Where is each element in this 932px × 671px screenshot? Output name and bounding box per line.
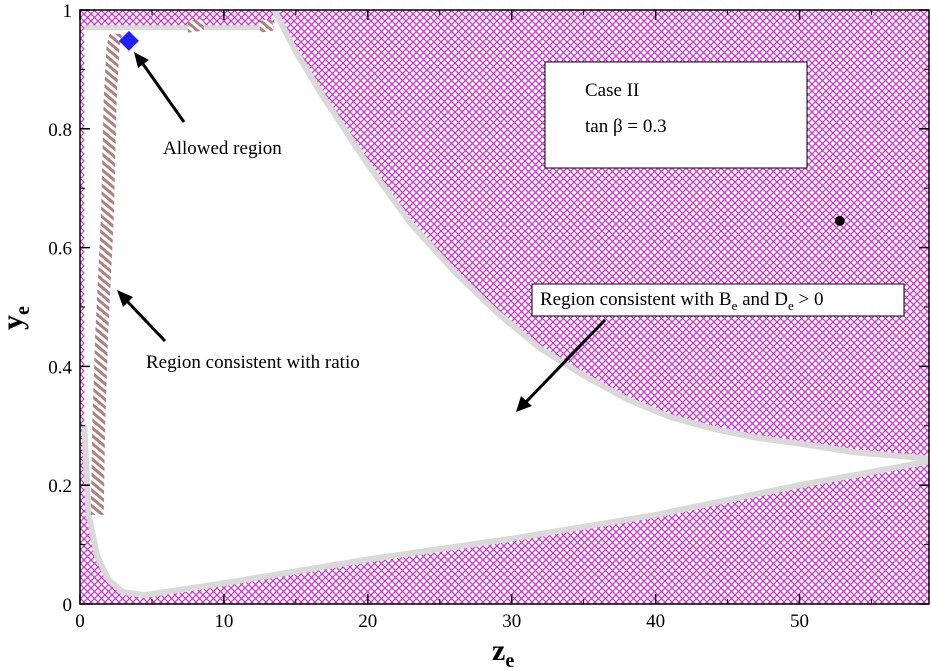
arrow-allowed [141, 63, 186, 123]
annotation-arrows [117, 52, 607, 412]
y-tick-label: 0.4 [48, 357, 72, 378]
y-axis-label: ye [0, 306, 34, 330]
y-tick-label: 0.2 [48, 476, 72, 497]
x-tick-label: 40 [646, 611, 665, 632]
y-tick-label: 1 [63, 1, 73, 22]
y-tick-label: 0.6 [48, 239, 72, 260]
arrowhead-allowed [134, 52, 149, 68]
x-tick-label: 50 [790, 611, 809, 632]
annotation-be-de-region: Region consistent with Be and De > 0 [531, 283, 905, 317]
annotation-ratio-region: Region consistent with ratio [146, 352, 360, 373]
ratio-region-strip [90, 33, 123, 515]
x-tick-label: 20 [358, 611, 377, 632]
annotation-allowed-region: Allowed region [163, 138, 282, 159]
svg-text:Region consistent with Be and: Region consistent with Be and De > 0 [540, 289, 824, 313]
y-tick-label: 0.8 [48, 120, 72, 141]
arrowhead-be-de [516, 396, 532, 412]
upper-boundary-line [271, 10, 929, 462]
arrowhead-ratio [117, 290, 133, 307]
legend-box: Case II tan β = 0.3 [544, 61, 808, 169]
x-tick-label: 10 [214, 611, 233, 632]
white-interior-region [84, 10, 929, 596]
arrow-be-de [524, 318, 607, 404]
arrow-ratio [124, 298, 167, 343]
marker-point [834, 215, 845, 226]
y-tick-label: 0 [63, 595, 73, 616]
x-tick-label: 0 [75, 611, 85, 632]
x-axis-label: ze [492, 634, 514, 671]
axis-ticks: 0 10 20 30 40 50 0 0.2 0.4 0.6 0.8 1 [48, 1, 929, 632]
ratio-region-top-patch [259, 18, 273, 33]
ratio-region-top-patch [187, 18, 204, 33]
lower-boundary-line [81, 425, 929, 599]
allowed-region-point [118, 30, 139, 51]
legend-case-label: Case II [585, 80, 639, 101]
legend-tanbeta-label: tan β = 0.3 [585, 116, 667, 137]
x-tick-label: 30 [502, 611, 521, 632]
